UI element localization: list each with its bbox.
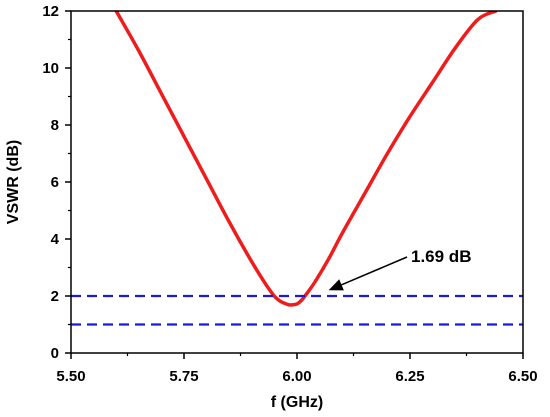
y-tick-label: 8 (51, 117, 59, 134)
x-tick-label: 6.00 (282, 368, 311, 385)
plot-frame (70, 10, 524, 354)
vswr-curve (114, 11, 498, 307)
y-tick-label: 4 (51, 231, 60, 248)
y-tick-label: 10 (42, 60, 59, 77)
annotation-label: 1.69 dB (411, 247, 471, 266)
labels-layer: 5.50 5.75 6.00 6.25 6.50 0 2 4 6 8 10 12 (42, 3, 537, 385)
x-tick-label: 5.75 (169, 368, 198, 385)
x-axis-title: f (GHz) (271, 394, 323, 411)
series-layer (71, 11, 523, 326)
ticks-layer (65, 10, 524, 359)
x-tick-label: 6.50 (508, 368, 537, 385)
y-tick-label: 6 (51, 174, 59, 191)
x-tick-label: 5.50 (56, 368, 85, 385)
annotation-arrow (341, 256, 408, 286)
annotation-arrow-head (328, 279, 344, 291)
y-axis-title: VSWR (dB) (5, 140, 22, 224)
y-tick-label: 2 (51, 288, 59, 305)
x-tick-label: 6.25 (395, 368, 424, 385)
y-tick-label: 0 (51, 345, 59, 362)
y-tick-label: 12 (42, 3, 59, 20)
annotation-layer: 1.69 dB (328, 247, 471, 291)
